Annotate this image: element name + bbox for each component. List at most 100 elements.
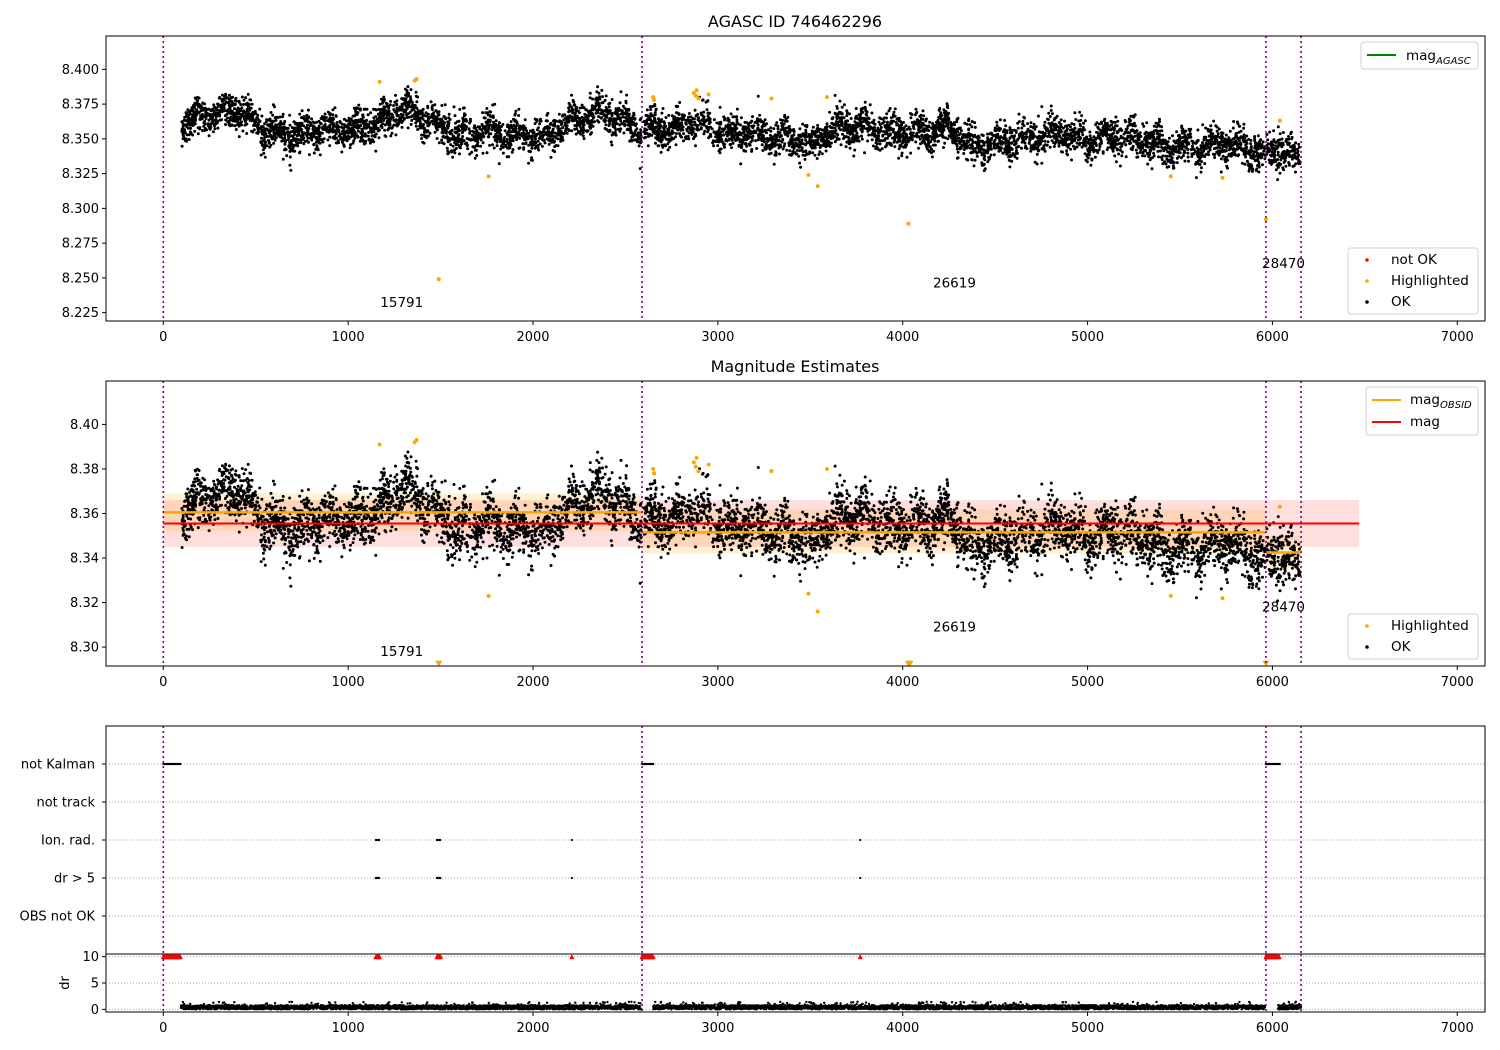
panel-agasc: AGASC ID 746462296 15791 26619 28470 0 1000… — [62, 12, 1486, 345]
panel-dr-xtick-label: 1000 — [332, 1021, 365, 1036]
panel-mag-estimates-xtick-label: 0 — [159, 675, 167, 690]
panel-agasc-highlighted-point — [815, 184, 820, 189]
off-scale-marker — [906, 660, 914, 666]
dr-over-limit-marker — [377, 954, 383, 960]
panel-dr-ytick-label: 10 — [82, 950, 99, 965]
panel-dr: 0 1000 2000 3000 4000 5000 6000 7000 0 5 10 dr — [58, 950, 1486, 1036]
svg-text:Highlighted: Highlighted — [1391, 618, 1469, 634]
panel-dr-ylabel: dr — [58, 976, 73, 990]
panel-mag-estimates-highlighted-point — [377, 442, 382, 447]
panel-flags: not Kalman not track Ion. rad. dr > 5 OBS no… — [20, 725, 1486, 955]
off-scale-marker — [435, 660, 443, 666]
panel-agasc-ytick-label: 8.300 — [62, 202, 99, 217]
flag-row-label: OBS not OK — [20, 910, 96, 925]
panel-mag-estimates-highlighted-point — [696, 469, 701, 474]
panel-agasc-xtick-label: 6000 — [1256, 330, 1289, 345]
panel-agasc-highlighted-point — [693, 93, 698, 98]
panel-agasc-highlighted-point — [824, 95, 829, 100]
panel-agasc-xtick-label: 1000 — [332, 330, 365, 345]
panel-mag-estimates-highlighted-point — [1220, 596, 1225, 601]
panel-mag-estimates-highlighted-point — [486, 593, 491, 598]
panel-agasc-ok-points — [180, 85, 1302, 182]
panel-agasc-highlighted-point — [694, 88, 699, 93]
panel-mag-estimates-title: Magnitude Estimates — [711, 357, 880, 376]
dr-over-limit-marker — [438, 954, 444, 960]
panel-agasc-highlighted-point — [486, 174, 491, 179]
panel-mag-estimates-highlighted-point — [414, 438, 419, 443]
dr-points — [179, 1000, 1303, 1011]
panel-agasc-obsid-label: 15791 — [380, 295, 423, 311]
panel-agasc-highlighted-point — [414, 77, 419, 82]
panel-agasc-obsid-label: 28470 — [1262, 256, 1305, 272]
panel-agasc-ytick-label: 8.325 — [62, 167, 99, 182]
panel-agasc-ytick-label: 8.225 — [62, 306, 99, 321]
flag-point — [437, 838, 440, 842]
flag-point — [179, 762, 182, 766]
svg-text:Highlighted: Highlighted — [1391, 273, 1469, 289]
panel-agasc-highlighted-point — [377, 79, 382, 84]
panel-agasc-axes: 0 1000 2000 3000 4000 5000 6000 7000 8.225 8.250 8… — [62, 63, 1474, 345]
panel-agasc-highlighted-point — [806, 173, 811, 178]
panel-flags-plot-area: not Kalman not track Ion. rad. dr > 5 OBS no… — [20, 726, 1485, 954]
panel-agasc-xtick-label: 7000 — [1441, 330, 1474, 345]
panel-agasc-ytick-label: 8.375 — [62, 98, 99, 113]
flag-point — [652, 762, 655, 766]
panel-agasc-highlighted-point — [1277, 118, 1282, 123]
panel-mag-estimates-plot-area: 15791 26619 28470 — [162, 381, 1360, 666]
flag-row-label: Ion. rad. — [41, 834, 95, 849]
flag-point — [376, 876, 379, 880]
panel-agasc-highlighted-point — [706, 92, 711, 97]
flag-point — [376, 838, 379, 842]
panel-agasc-highlighted-point — [769, 96, 774, 101]
panel-mag-estimates-highlighted-point — [824, 466, 829, 471]
panel-mag-estimates-highlighted-point — [769, 469, 774, 474]
panel-agasc-xtick-label: 5000 — [1071, 330, 1104, 345]
panel-mag-estimates-axes: 0 1000 2000 3000 4000 5000 6000 7000 8.30 8.32 8.3… — [70, 418, 1474, 690]
panel-mag-estimates-ytick-label: 8.40 — [70, 418, 99, 433]
panel-mag-estimates-legend-mag: magOBSID mag — [1365, 386, 1479, 436]
svg-text:OK: OK — [1391, 639, 1412, 655]
panel-dr-xtick-label: 0 — [159, 1021, 167, 1036]
dr-over-limit-marker — [857, 954, 863, 960]
panel-mag-estimates-ytick-label: 8.34 — [70, 552, 99, 567]
panel-agasc-obsid-label: 26619 — [933, 276, 976, 292]
svg-text:OK: OK — [1391, 294, 1412, 310]
panel-agasc-title: AGASC ID 746462296 — [708, 12, 882, 31]
panel-agasc-xtick-label: 4000 — [886, 330, 919, 345]
panel-mag-estimates-legend-status: Highlighted OK — [1347, 613, 1479, 660]
panel-dr-xtick-label: 2000 — [516, 1021, 549, 1036]
panel-mag-estimates-obsid-label: 26619 — [933, 619, 976, 635]
panel-dr-ytick-label: 5 — [91, 977, 99, 992]
panel-mag-estimates-ytick-label: 8.32 — [70, 596, 99, 611]
svg-text:magOBSID: magOBSID — [1410, 392, 1472, 411]
svg-text:not OK: not OK — [1391, 252, 1438, 268]
flag-row-label: dr > 5 — [54, 872, 95, 887]
panel-mag-estimates-xtick-label: 1000 — [332, 675, 365, 690]
panel-mag-estimates-highlighted-point — [693, 464, 698, 469]
panel-mag-estimates-xtick-label: 4000 — [886, 675, 919, 690]
panel-mag-estimates-xtick-label: 6000 — [1256, 675, 1289, 690]
panel-agasc-highlighted-point — [1220, 175, 1225, 180]
panel-mag-estimates-frame — [105, 380, 1486, 667]
panel-agasc-highlighted-point — [696, 96, 701, 101]
panel-agasc-plot-area: 15791 26619 28470 — [162, 36, 1305, 321]
panel-mag-estimates-highlighted-point — [1168, 593, 1173, 598]
panel-agasc-xtick-label: 0 — [159, 330, 167, 345]
panel-dr-xtick-label: 4000 — [886, 1021, 919, 1036]
flag-point — [437, 876, 440, 880]
dr-over-limit-marker — [650, 954, 656, 960]
svg-text:mag: mag — [1410, 414, 1440, 430]
panel-mag-estimates-obsid-label: 15791 — [380, 644, 423, 660]
dr-over-limit-marker — [1276, 954, 1282, 960]
flag-point — [859, 876, 862, 880]
flag-point — [570, 838, 573, 842]
panel-mag-estimates-xtick-label: 2000 — [516, 675, 549, 690]
panel-agasc-ytick-label: 8.400 — [62, 63, 99, 78]
panel-mag-estimates-xtick-label: 5000 — [1071, 675, 1104, 690]
panel-dr-xtick-label: 6000 — [1256, 1021, 1289, 1036]
panel-dr-ytick-label: 0 — [91, 1003, 99, 1018]
panel-mag-estimates-ytick-label: 8.36 — [70, 507, 99, 522]
panel-mag-estimates-xtick-label: 3000 — [701, 675, 734, 690]
panel-agasc-ytick-label: 8.350 — [62, 132, 99, 147]
panel-agasc-xtick-label: 2000 — [516, 330, 549, 345]
